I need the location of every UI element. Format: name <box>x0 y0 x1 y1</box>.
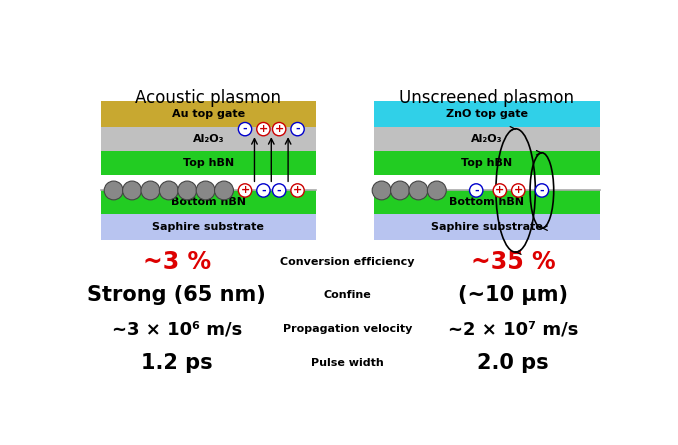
Text: Confine: Confine <box>323 290 372 300</box>
Bar <box>100 101 316 127</box>
Ellipse shape <box>214 181 233 200</box>
Ellipse shape <box>409 181 428 200</box>
Text: Unscreened plasmon: Unscreened plasmon <box>399 89 574 107</box>
Bar <box>374 190 600 214</box>
Text: -: - <box>540 186 544 195</box>
Ellipse shape <box>372 181 391 200</box>
Text: Al₂O₃: Al₂O₃ <box>471 134 502 144</box>
Bar <box>100 151 316 175</box>
Text: Top hBN: Top hBN <box>461 158 513 168</box>
Text: (~10 μm): (~10 μm) <box>458 285 568 305</box>
Text: Conversion efficiency: Conversion efficiency <box>280 257 415 267</box>
Text: ~3 %: ~3 % <box>142 251 211 275</box>
Ellipse shape <box>391 181 410 200</box>
Text: -: - <box>243 124 247 134</box>
Bar <box>100 127 316 151</box>
Text: +: + <box>293 186 302 195</box>
Text: Saphire substrate: Saphire substrate <box>431 222 542 232</box>
Text: 1.2 ps: 1.2 ps <box>141 353 212 373</box>
Ellipse shape <box>196 181 215 200</box>
Ellipse shape <box>427 181 446 200</box>
Ellipse shape <box>123 181 142 200</box>
Text: Acoustic plasmon: Acoustic plasmon <box>135 89 281 107</box>
Bar <box>100 214 316 240</box>
Text: +: + <box>259 124 268 134</box>
Text: Au top gate: Au top gate <box>172 109 245 119</box>
Text: +: + <box>275 124 284 134</box>
Ellipse shape <box>104 181 123 200</box>
Text: -: - <box>295 124 300 134</box>
Bar <box>374 214 600 240</box>
Ellipse shape <box>159 181 178 200</box>
Ellipse shape <box>178 181 197 200</box>
Text: 2.0 ps: 2.0 ps <box>477 353 549 373</box>
Bar <box>374 151 600 175</box>
Text: Propagation velocity: Propagation velocity <box>283 324 412 334</box>
Ellipse shape <box>141 181 160 200</box>
Text: Strong (65 nm): Strong (65 nm) <box>87 285 266 305</box>
Bar <box>374 101 600 127</box>
Text: -: - <box>474 186 479 195</box>
Text: ~3 × 10⁶ m/s: ~3 × 10⁶ m/s <box>112 320 242 338</box>
Bar <box>100 190 316 214</box>
Text: +: + <box>495 186 504 195</box>
Text: ~2 × 10⁷ m/s: ~2 × 10⁷ m/s <box>447 320 578 338</box>
Text: Pulse width: Pulse width <box>311 359 384 368</box>
Text: ~35 %: ~35 % <box>471 251 555 275</box>
Text: +: + <box>514 186 523 195</box>
Text: Bottom hBN: Bottom hBN <box>171 198 245 207</box>
Bar <box>374 127 600 151</box>
Text: ZnO top gate: ZnO top gate <box>445 109 527 119</box>
Text: Al₂O₃: Al₂O₃ <box>193 134 224 144</box>
Text: Bottom hBN: Bottom hBN <box>450 198 524 207</box>
Text: -: - <box>277 186 281 195</box>
Text: Top hBN: Top hBN <box>182 158 234 168</box>
Text: +: + <box>241 186 250 195</box>
Text: -: - <box>261 186 266 195</box>
Text: Saphire substrate: Saphire substrate <box>153 222 264 232</box>
